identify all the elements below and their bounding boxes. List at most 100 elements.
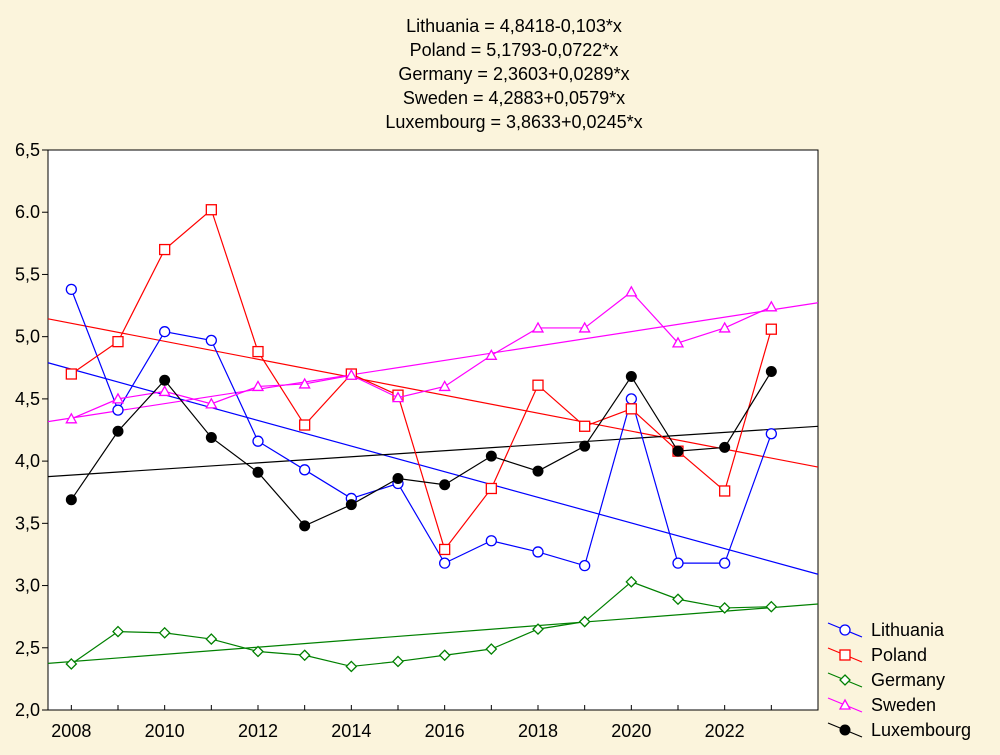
legend-item-lithuania: Lithuania bbox=[827, 620, 945, 640]
data-point-poland bbox=[299, 419, 311, 431]
data-point-sweden bbox=[158, 385, 171, 397]
series-germany bbox=[65, 575, 778, 673]
data-point-luxembourg bbox=[65, 494, 77, 506]
data-point-germany bbox=[672, 593, 684, 606]
trend-line-lithuania bbox=[47, 362, 819, 575]
data-point-sweden bbox=[718, 321, 731, 333]
data-point-sweden bbox=[205, 397, 218, 409]
series-sweden bbox=[65, 285, 778, 424]
x-tick-label: 2008 bbox=[51, 721, 91, 741]
data-point-lithuania bbox=[65, 283, 77, 296]
legend-item-sweden: Sweden bbox=[827, 695, 936, 715]
data-point-lithuania bbox=[252, 435, 264, 447]
data-point-luxembourg bbox=[579, 440, 591, 452]
data-point-germany bbox=[298, 649, 311, 662]
series-line-luxembourg bbox=[70, 371, 772, 527]
x-tick-label: 2010 bbox=[145, 721, 185, 741]
y-tick-label: 2,5 bbox=[15, 638, 40, 658]
legend-marker-poland bbox=[839, 649, 851, 661]
data-point-luxembourg bbox=[625, 370, 637, 382]
title-line-2: Poland = 5,1793-0,0722*x bbox=[410, 40, 619, 60]
x-tick-label: 2016 bbox=[425, 721, 465, 741]
legend-label-lithuania: Lithuania bbox=[871, 620, 945, 640]
title-line-4: Sweden = 4,2883+0,0579*x bbox=[403, 88, 625, 108]
data-point-germany bbox=[205, 633, 218, 645]
x-tick-label: 2018 bbox=[518, 721, 558, 741]
data-point-lithuania bbox=[112, 404, 124, 416]
data-point-poland bbox=[112, 335, 124, 348]
data-point-lithuania bbox=[625, 393, 637, 405]
y-tick-label: 3,0 bbox=[15, 576, 40, 596]
legend-label-sweden: Sweden bbox=[871, 695, 936, 715]
trend-lines bbox=[47, 302, 819, 664]
data-point-germany bbox=[438, 649, 451, 662]
data-point-lithuania bbox=[765, 428, 777, 440]
data-point-poland bbox=[205, 204, 217, 216]
data-point-luxembourg bbox=[672, 445, 684, 457]
y-tick-label: 5,5 bbox=[15, 264, 40, 284]
y-tick-label: 5,0 bbox=[15, 327, 40, 347]
data-point-germany bbox=[532, 623, 544, 636]
y-tick-label: 6.0 bbox=[15, 202, 40, 222]
legend-item-germany: Germany bbox=[827, 670, 945, 690]
data-point-lithuania bbox=[532, 546, 544, 558]
legend-marker-sweden bbox=[838, 698, 852, 710]
data-point-luxembourg bbox=[112, 425, 124, 437]
data-point-lithuania bbox=[719, 557, 731, 569]
data-point-sweden bbox=[298, 377, 311, 389]
data-point-sweden bbox=[671, 336, 685, 348]
data-point-germany bbox=[625, 575, 638, 588]
data-point-sweden bbox=[65, 412, 78, 424]
x-tick-label: 2022 bbox=[705, 721, 745, 741]
series-line-poland bbox=[70, 208, 772, 551]
data-point-luxembourg bbox=[345, 499, 357, 511]
data-point-sweden bbox=[625, 285, 638, 297]
chart-title: Lithuania = 4,8418-0,103*x Poland = 5,17… bbox=[385, 16, 642, 132]
data-point-luxembourg bbox=[205, 431, 217, 443]
legend-label-germany: Germany bbox=[871, 670, 945, 690]
data-point-poland bbox=[625, 403, 637, 415]
data-point-sweden bbox=[485, 348, 498, 360]
data-point-luxembourg bbox=[299, 520, 311, 532]
data-point-sweden bbox=[391, 391, 405, 403]
data-point-lithuania bbox=[439, 557, 451, 569]
data-point-sweden bbox=[251, 380, 265, 392]
data-series bbox=[65, 204, 778, 673]
data-point-poland bbox=[532, 379, 544, 391]
data-point-lithuania bbox=[579, 559, 591, 572]
data-point-poland bbox=[765, 323, 777, 335]
legend-marker-lithuania bbox=[839, 624, 851, 636]
data-point-luxembourg bbox=[485, 450, 497, 462]
data-point-sweden bbox=[578, 321, 591, 333]
data-point-luxembourg bbox=[252, 466, 264, 478]
y-tick-label: 4,5 bbox=[15, 389, 40, 409]
trend-line-luxembourg bbox=[47, 425, 819, 478]
series-line-lithuania bbox=[70, 289, 772, 567]
legend-marker-luxembourg bbox=[839, 724, 851, 736]
data-point-germany bbox=[718, 602, 731, 614]
title-line-3: Germany = 2,3603+0,0289*x bbox=[398, 64, 629, 84]
data-point-luxembourg bbox=[765, 366, 777, 378]
y-tick-label: 4,0 bbox=[15, 451, 40, 471]
legend-item-luxembourg: Luxembourg bbox=[827, 720, 971, 740]
data-point-sweden bbox=[111, 392, 125, 404]
x-tick-label: 2020 bbox=[611, 721, 651, 741]
trend-line-germany bbox=[47, 603, 819, 664]
legend: Lithuania Poland Germany Sweden Luxembourg bbox=[827, 620, 971, 740]
data-point-luxembourg bbox=[719, 441, 731, 453]
legend-item-poland: Poland bbox=[827, 645, 927, 665]
data-point-lithuania bbox=[159, 326, 171, 338]
data-point-luxembourg bbox=[159, 374, 171, 386]
data-point-germany bbox=[578, 615, 591, 628]
data-point-poland bbox=[65, 368, 77, 380]
plot-area bbox=[47, 149, 819, 711]
data-point-lithuania bbox=[299, 464, 311, 476]
data-point-germany bbox=[65, 658, 78, 670]
data-point-poland bbox=[159, 243, 171, 256]
legend-marker-germany bbox=[839, 674, 851, 686]
data-point-germany bbox=[765, 600, 778, 613]
data-point-germany bbox=[158, 626, 171, 639]
trend-line-poland bbox=[47, 318, 819, 468]
title-line-5: Luxembourg = 3,8633+0,0245*x bbox=[385, 112, 642, 132]
